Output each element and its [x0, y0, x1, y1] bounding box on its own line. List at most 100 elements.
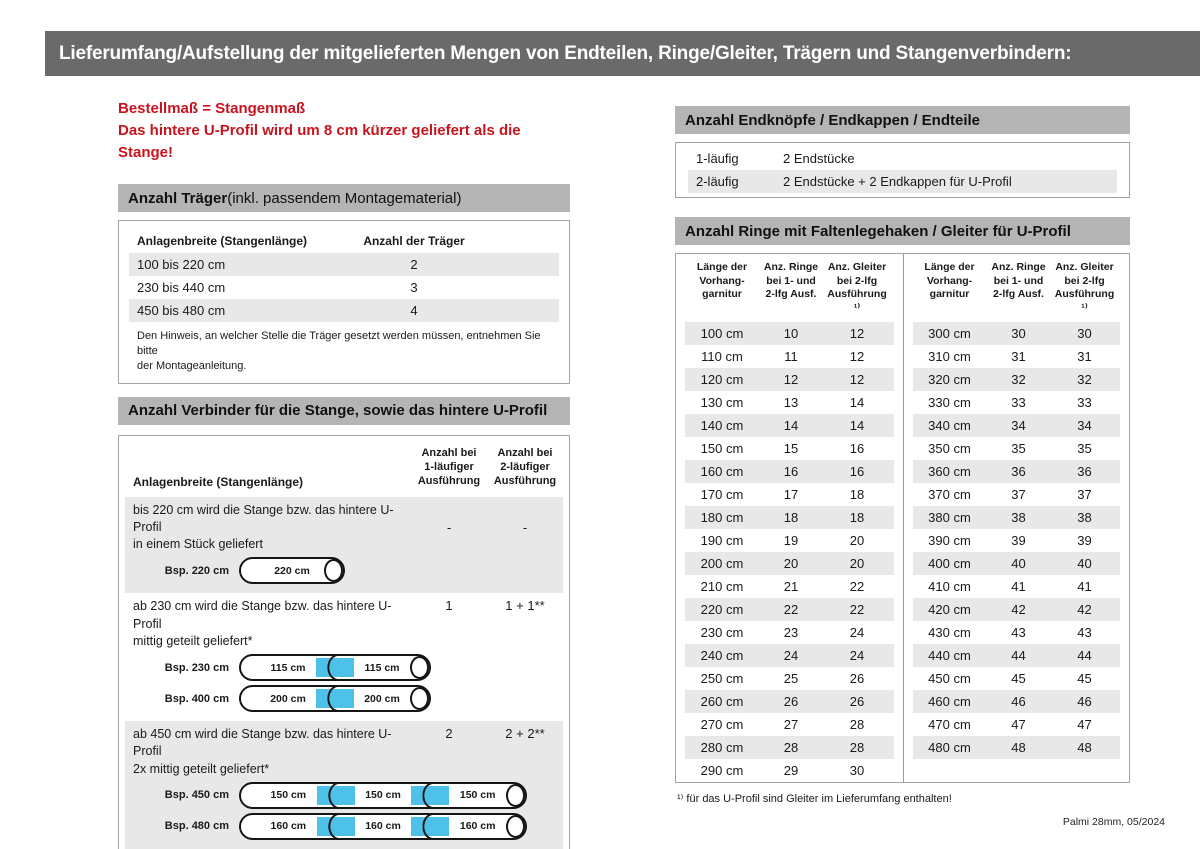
gleiter-cell: 43 [1077, 624, 1092, 640]
gleiter-cell: 44 [1077, 647, 1092, 663]
gleiter-cell: 34 [1077, 417, 1092, 433]
gleiter-cell: 40 [1077, 555, 1092, 571]
laenge-cell: 220 cm [700, 601, 744, 617]
table-row: 440 cm 44 44 [912, 643, 1120, 667]
gleiter-cell: 30 [1077, 325, 1092, 341]
ringe-cell: 22 [783, 601, 799, 617]
table-row: 330 cm 33 33 [913, 391, 1121, 414]
table-row: 480 cm 48 48 [912, 735, 1120, 759]
gleiter-cell: 47 [1077, 716, 1092, 732]
ringe-cell: 34 [1011, 417, 1026, 433]
ringe-cell: 24 [783, 647, 799, 663]
column-header-laenge: Länge der Vorhang- garnitur [924, 261, 975, 301]
table-row: 340 cm 34 34 [912, 413, 1120, 437]
gleiter-cell: 18 [849, 486, 865, 502]
laenge-cell: 440 cm [928, 647, 971, 663]
rod-segment: 150 cm [459, 789, 496, 802]
gleiter-cell: 28 [849, 739, 865, 755]
verbinder-table: Anlagenbreite (Stangenlänge) Anzahl bei … [118, 434, 570, 849]
gleiter-cell: 32 [1077, 371, 1092, 387]
laenge-cell: 320 cm [928, 371, 971, 387]
ringe-table-header: Länge der Vorhang- garnitur Anz. Ringe b… [685, 254, 894, 322]
section-header-verbinder: Anzahl Verbinder für die Stange, sowie d… [118, 396, 570, 425]
gleiter-cell: 31 [1077, 348, 1092, 364]
ringe-cell: 20 [783, 555, 799, 571]
notice-line-2: Das hintere U-Profil wird um 8 cm kürzer… [118, 121, 521, 161]
ringe-cell: 38 [1011, 509, 1026, 525]
value-1-laeufig: 2 [445, 726, 453, 742]
notice-line-1: Bestellmaß = Stangenmaß [118, 100, 306, 117]
column-header-gleiter: Anz. Gleiter bei 2-lfg Ausführung ¹⁾ [827, 261, 887, 314]
value-2-laeufig: 1 + 1** [505, 598, 545, 614]
rod-diagram: 220 cm [239, 557, 345, 585]
gleiter-cell: 33 [1077, 394, 1092, 410]
range-cell: 230 bis 440 cm [137, 280, 226, 296]
table-row: 250 cm 25 26 [685, 667, 894, 690]
section-title-traeger: Anzahl Träger [128, 189, 228, 207]
laenge-cell: 350 cm [928, 440, 971, 456]
value-2-laeufig: 2 + 2** [505, 726, 545, 742]
verbinder-row-ab-450: ab 450 cm wird die Stange bzw. das hinte… [125, 721, 563, 849]
laenge-cell: 410 cm [928, 578, 971, 594]
endteile-table: 1-läufig 2 Endstücke 2-läufig 2 Endstück… [675, 142, 1130, 198]
table-row: 110 cm 11 12 [685, 345, 894, 368]
rod-endcap-icon [506, 783, 525, 807]
laenge-cell: 170 cm [700, 486, 744, 502]
ringe-table-right-body: 300 cm 30 30 310 cm 31 31 320 cm 32 32 3… [912, 321, 1121, 759]
laenge-cell: 160 cm [700, 463, 744, 479]
laenge-cell: 470 cm [928, 716, 971, 732]
gleiter-cell: 24 [849, 647, 865, 663]
table-row: 380 cm 38 38 [912, 505, 1120, 529]
laenge-cell: 100 cm [700, 325, 744, 341]
laenge-cell: 430 cm [928, 624, 971, 640]
ringe-cell: 21 [783, 578, 799, 594]
ringe-footnote: ¹⁾ für das U-Profil sind Gleiter im Lief… [677, 792, 952, 805]
gleiter-cell: 20 [849, 555, 865, 571]
value-2-laeufig: - [522, 519, 528, 535]
column-header-gleiter: Anz. Gleiter bei 2-lfg Ausführung ¹⁾ [1054, 261, 1115, 314]
ringe-cell: 35 [1011, 440, 1026, 456]
section-title-verbinder: Anzahl Verbinder für die Stange, sowie d… [128, 402, 548, 420]
laenge-cell: 240 cm [700, 647, 744, 663]
ringe-table-left: Länge der Vorhang- garnitur Anz. Ringe b… [676, 254, 903, 782]
rod-segment: 200 cm [364, 692, 400, 705]
endteile-table-body: 1-läufig 2 Endstücke 2-läufig 2 Endstück… [688, 147, 1117, 193]
laenge-cell: 110 cm [701, 348, 743, 364]
ringe-cell: 44 [1011, 647, 1026, 663]
ringe-cell: 14 [783, 417, 799, 433]
column-header-ringe: Anz. Ringe bei 1- und 2-lfg Ausf. [763, 261, 819, 301]
table-row: 150 cm 15 16 [685, 437, 894, 460]
ringe-gleiter-table: Länge der Vorhang- garnitur Anz. Ringe b… [675, 253, 1130, 783]
table-row: 240 cm 24 24 [685, 643, 894, 667]
table-row: 470 cm 47 47 [913, 713, 1121, 736]
ringe-cell: 27 [783, 716, 799, 732]
ringe-cell: 18 [783, 509, 799, 525]
ringe-cell: 41 [1011, 578, 1026, 594]
order-size-notice: Bestellmaß = Stangenmaß Das hintere U-Pr… [118, 98, 570, 163]
gleiter-cell: 30 [849, 762, 865, 778]
laenge-cell: 300 cm [928, 325, 971, 341]
gleiter-cell: 16 [849, 463, 865, 479]
rod-label: Bsp. 400 cm [164, 692, 229, 705]
table-row: 220 cm 22 22 [685, 597, 894, 621]
laenge-cell: 150 cm [700, 440, 744, 456]
gleiter-cell: 45 [1077, 670, 1092, 686]
page-title: Lieferumfang/Aufstellung der mitgeliefer… [59, 42, 1072, 64]
gleiter-cell: 48 [1077, 739, 1092, 755]
ringe-cell: 37 [1011, 486, 1026, 502]
traeger-table: Anlagenbreite (Stangenlänge) Anzahl der … [118, 220, 570, 384]
left-column: Bestellmaß = Stangenmaß Das hintere U-Pr… [118, 98, 570, 849]
ringe-cell: 26 [783, 693, 799, 709]
table-row: 420 cm 42 42 [912, 597, 1120, 621]
gleiter-cell: 46 [1077, 693, 1092, 709]
ringe-cell: 23 [783, 624, 799, 640]
laenge-cell: 190 cm [700, 532, 744, 548]
ringe-cell: 19 [783, 532, 799, 548]
verbinder-table-header: Anlagenbreite (Stangenlänge) Anzahl bei … [125, 436, 563, 497]
rod-diagram: 150 cm 150 cm 150 cm [239, 781, 527, 809]
page-title-banner: Lieferumfang/Aufstellung der mitgeliefer… [45, 31, 1200, 76]
laenge-cell: 330 cm [928, 394, 971, 410]
rod-segment: 160 cm [459, 820, 496, 833]
rod-diagram: 200 cm 200 cm [239, 685, 431, 713]
table-row: 400 cm 40 40 [912, 551, 1120, 575]
